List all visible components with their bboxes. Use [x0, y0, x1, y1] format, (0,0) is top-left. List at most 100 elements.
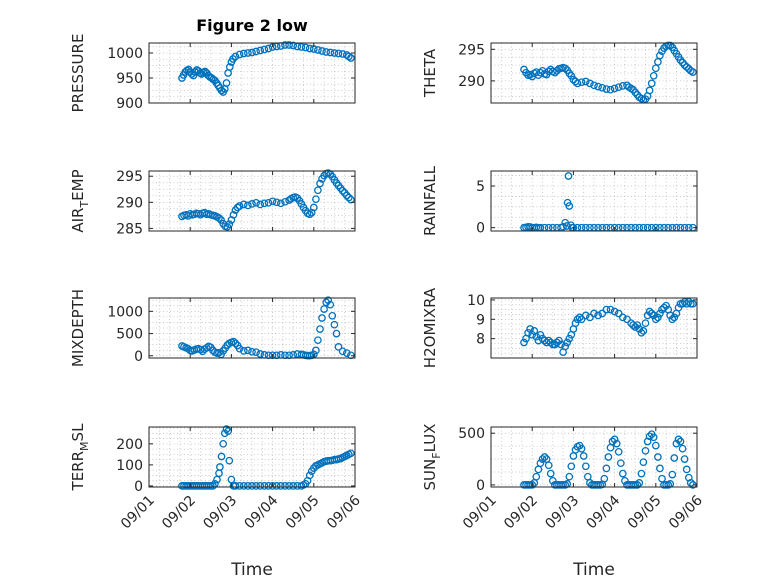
- data-point: [684, 298, 693, 306]
- data-point: [577, 78, 586, 87]
- data-point: [583, 472, 592, 481]
- data-point: [633, 321, 642, 329]
- data-point: [641, 319, 650, 328]
- data-point: [289, 41, 298, 50]
- data-point: [689, 299, 697, 308]
- data-point: [612, 439, 621, 448]
- data-point: [540, 453, 549, 461]
- subplot-mixdepth: 0 500 1000 MIXDEPTH: [69, 289, 356, 367]
- data-point: [229, 210, 238, 219]
- data-point: [312, 195, 320, 204]
- x-axis-label-right: Time: [572, 560, 615, 580]
- data-point: [579, 452, 588, 460]
- data-point: [285, 482, 293, 490]
- data-point: [332, 329, 341, 338]
- data-point: [264, 482, 273, 490]
- subplot-terr-msl: 0 100 200 09/01 09/02 09/03 09/04 09/05 09/06 TER…: [69, 423, 364, 532]
- data-point: [645, 432, 654, 441]
- data-point: [326, 300, 335, 309]
- data-point: [289, 482, 298, 490]
- data-point: [314, 46, 322, 54]
- data-point: [338, 186, 347, 195]
- data-point: [314, 336, 322, 345]
- data-point: [668, 315, 677, 324]
- data-point: [244, 201, 252, 210]
- data-point: [639, 458, 648, 467]
- axes-box: [490, 297, 698, 359]
- data-point: [215, 214, 223, 222]
- data-point: [680, 61, 689, 69]
- data-point: [318, 314, 326, 322]
- data-point: [649, 71, 658, 80]
- data-point: [256, 350, 265, 358]
- data-point: [305, 471, 314, 480]
- data-point: [281, 482, 289, 490]
- data-point: [225, 220, 234, 229]
- figure-title: Figure 2 low: [196, 16, 308, 35]
- data-point: [569, 75, 578, 84]
- x-tick-label: 09/02: [159, 493, 199, 533]
- data-point: [561, 64, 570, 73]
- axes-box: [148, 170, 356, 232]
- data-point: [610, 435, 619, 444]
- data-point: [217, 452, 226, 461]
- data-point: [235, 344, 244, 353]
- data-point: [544, 336, 553, 345]
- data-point: [534, 465, 543, 474]
- data-point: [248, 347, 256, 356]
- data-point: [202, 343, 211, 352]
- data-point: [312, 346, 320, 355]
- data-point: [338, 50, 347, 58]
- data-point: [272, 198, 281, 207]
- data-point: [598, 309, 607, 318]
- data-point: [618, 469, 627, 478]
- data-point: [235, 202, 244, 210]
- y-axis-label: SUNFLUX: [421, 424, 443, 491]
- data-point: [225, 456, 234, 465]
- data-point: [614, 309, 623, 318]
- axes-box: [148, 426, 356, 488]
- data-point: [264, 44, 273, 53]
- data-point: [553, 338, 561, 347]
- y-tick-label: 9: [476, 312, 485, 328]
- data-point: [656, 464, 664, 473]
- data-point: [272, 482, 281, 490]
- y-tick-label: 1000: [107, 304, 143, 320]
- data-point: [551, 68, 559, 77]
- data-point: [309, 203, 318, 212]
- data-point: [680, 455, 689, 463]
- data-point: [334, 49, 343, 58]
- data-point: [248, 200, 256, 208]
- data-point: [637, 469, 646, 478]
- data-point: [608, 437, 617, 446]
- data-point: [658, 474, 666, 483]
- data-point: [231, 339, 240, 348]
- y-tick-label: 0: [134, 479, 143, 495]
- data-point: [654, 58, 662, 66]
- data-point: [682, 465, 691, 474]
- data-point: [318, 47, 326, 55]
- data-point: [528, 481, 537, 489]
- axes-box: [490, 42, 698, 104]
- data-point: [216, 463, 224, 471]
- data-point: [676, 437, 685, 446]
- data-point: [268, 482, 277, 490]
- data-point: [526, 70, 534, 79]
- x-tick-label: 09/06: [324, 492, 364, 532]
- data-point: [256, 46, 265, 55]
- data-point: [235, 50, 244, 59]
- data-point: [614, 83, 623, 92]
- y-tick-label: 0: [134, 349, 143, 365]
- data-point: [577, 444, 586, 453]
- data-point: [649, 433, 658, 442]
- data-point: [565, 334, 574, 343]
- x-tick-label: 09/03: [542, 493, 582, 533]
- data-point: [538, 455, 547, 463]
- data-point: [297, 43, 306, 51]
- data-point: [316, 325, 324, 333]
- data-point: [239, 200, 248, 209]
- data-point: [233, 203, 242, 212]
- y-tick-label: 950: [116, 71, 143, 87]
- data-point: [573, 79, 582, 88]
- subplot-h2omixra: 8 9 10 H2OMIXRA: [421, 287, 698, 368]
